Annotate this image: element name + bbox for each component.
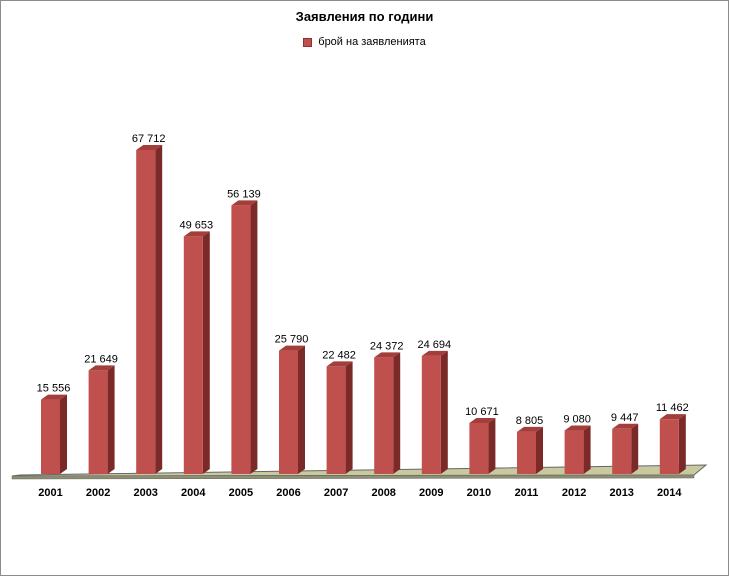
bar-2007 [326,366,346,474]
bar-top-2006 [279,345,305,351]
x-tick-label-2006: 2006 [276,487,300,499]
bar-top-2009 [421,350,448,356]
bar-2013 [612,428,632,474]
data-label-2010: 10 671 [465,406,499,418]
bar-side-2003 [155,145,163,474]
bar-top-2012 [564,425,591,431]
bar-2003 [136,150,156,474]
bar-2001 [41,399,60,474]
x-tick-label-2014: 2014 [657,487,682,499]
x-tick-label-2004: 2004 [181,487,206,499]
bar-top-2013 [612,423,639,429]
x-tick-label-2013: 2013 [609,487,633,499]
data-label-2012: 9 080 [563,414,591,426]
bar-side-2005 [250,200,258,475]
data-label-2001: 15 556 [37,383,71,395]
legend-swatch [303,37,313,47]
data-label-2011: 8 805 [516,415,544,427]
bar-side-2004 [202,231,210,474]
bar-side-2009 [440,350,448,474]
bar-2008 [374,357,394,474]
bar-top-2007 [326,361,353,367]
bar-side-2007 [345,361,353,474]
data-label-2003: 67 712 [132,133,166,145]
data-label-2009: 24 694 [417,339,451,351]
bar-side-2008 [393,352,401,474]
x-tick-label-2007: 2007 [324,487,348,499]
data-label-2002: 21 649 [84,353,118,365]
bar-2010 [469,422,489,474]
data-label-2007: 22 482 [322,349,356,361]
data-label-2008: 24 372 [370,340,404,352]
x-tick-label-2001: 2001 [38,487,62,499]
chart-title: Заявления по години [295,9,434,24]
bar-top-2001 [41,394,67,400]
bar-side-2010 [488,417,496,474]
bar-side-2002 [107,365,115,474]
bar-top-2010 [469,417,496,423]
data-label-2013: 9 447 [611,412,639,424]
bar-side-2006 [298,345,305,474]
bar-top-2003 [136,145,163,150]
bar-top-2002 [88,365,115,371]
bar-2006 [279,350,298,474]
x-tick-label-2005: 2005 [229,487,253,499]
bar-side-2011 [536,426,543,474]
bar-2011 [517,431,536,474]
chart-floor [11,464,708,477]
x-tick-label-2011: 2011 [515,487,539,499]
bar-top-2011 [517,426,543,432]
data-label-2005: 56 139 [227,188,261,200]
bar-2005 [231,205,251,475]
bar-2009 [421,355,441,474]
data-label-2014: 11 462 [656,402,689,414]
x-tick-label-2010: 2010 [467,487,491,499]
x-tick-label-2002: 2002 [86,487,110,499]
bar-top-2005 [231,200,258,206]
bar-top-2008 [374,352,401,358]
bar-2004 [183,236,203,474]
data-label-2006: 25 790 [275,334,309,346]
bar-side-2014 [678,414,686,474]
bar-side-2012 [583,425,591,474]
bar-side-2013 [631,423,639,474]
bar-2014 [659,419,679,474]
bar-top-2014 [659,414,686,420]
bar-top-2004 [183,231,210,237]
legend: брой на заявленията [0,36,729,48]
chart-floor-edge [11,474,695,480]
x-tick-label-2008: 2008 [371,487,395,499]
legend-label: брой на заявленията [318,36,426,48]
bar-2012 [564,430,584,474]
bar-side-2001 [60,394,67,474]
x-tick-label-2003: 2003 [133,487,157,499]
x-tick-label-2012: 2012 [562,487,586,499]
x-tick-label-2009: 2009 [419,487,443,499]
data-label-2004: 49 653 [179,219,213,231]
bar-2002 [88,370,108,474]
